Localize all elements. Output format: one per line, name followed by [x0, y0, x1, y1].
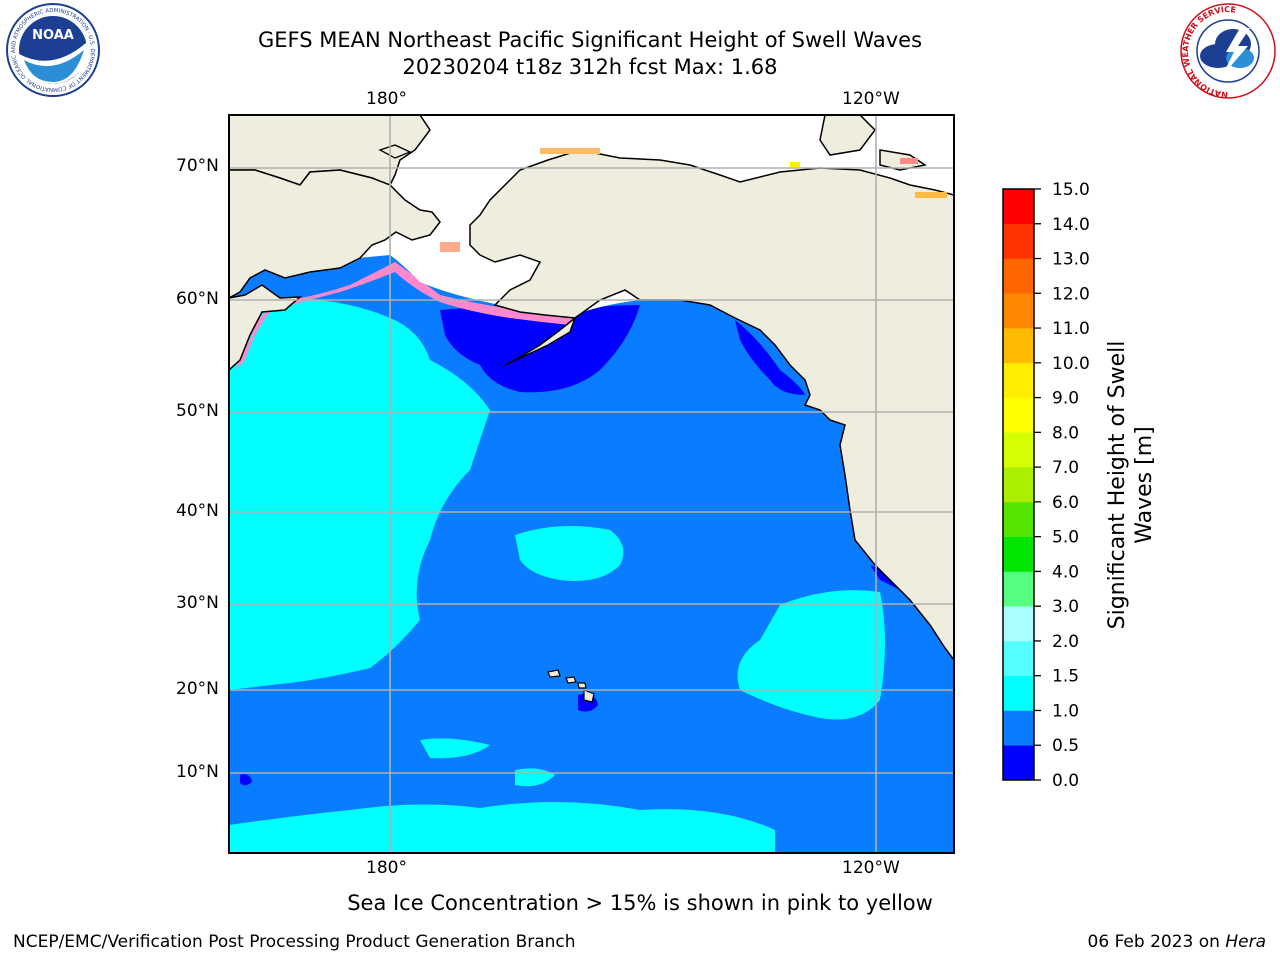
lat-label-70n: 70°N [176, 156, 219, 176]
colorbar-bin [1003, 467, 1034, 503]
swell-region-west [229, 300, 490, 690]
colorbar-tick-label: 8.0 [1052, 423, 1079, 443]
lon-label-top-120w: 120°W [842, 89, 900, 109]
land-chukotka [229, 169, 441, 299]
colorbar-bin [1003, 536, 1034, 572]
colorbar-bin [1003, 362, 1034, 398]
colorbar-tick-label: 9.0 [1052, 389, 1079, 409]
footer-credit: NCEP/EMC/Verification Post Processing Pr… [13, 932, 576, 952]
colorbar-bin [1003, 293, 1034, 329]
title-line-1: GEFS MEAN Northeast Pacific Significant … [257, 28, 923, 52]
colorbar-tick-label: 3.0 [1052, 597, 1079, 617]
land-kamchatka [229, 284, 303, 372]
colorbar-bin [1003, 571, 1034, 607]
colorbar-bin [1003, 745, 1034, 781]
nws-logo: NATIONAL WEATHER SERVICE [1180, 3, 1276, 99]
land-hawaii [547, 669, 561, 678]
colorbar-tick-label: 0.0 [1052, 771, 1079, 791]
colorbar-bin [1003, 675, 1034, 711]
colorbar-tick-label: 1.5 [1052, 667, 1079, 687]
colorbar-bin [1003, 606, 1034, 642]
lon-label-top-180: 180° [366, 89, 407, 109]
colorbar-bin [1003, 258, 1034, 294]
colorbar-bin [1003, 223, 1034, 259]
colorbar-tick-label: 2.0 [1052, 632, 1079, 652]
colorbar-bin [1003, 501, 1034, 537]
colorbar-tick-label: 12.0 [1052, 284, 1090, 304]
swell-region-east [737, 590, 885, 720]
colorbar [1003, 189, 1034, 781]
lat-label-20n: 20°N [176, 679, 219, 699]
sea-ice-fringe [235, 262, 575, 370]
lat-label-60n: 60°N [176, 289, 219, 309]
colorbar-bin [1003, 189, 1034, 225]
colorbar-tick-label: 11.0 [1052, 319, 1090, 339]
colorbar-tick-label: 4.0 [1052, 562, 1079, 582]
lat-label-40n: 40°N [176, 501, 219, 521]
lat-label-50n: 50°N [176, 401, 219, 421]
colorbar-bin [1003, 328, 1034, 364]
colorbar-bin [1003, 710, 1034, 746]
footer-machine: Hera [1225, 932, 1266, 952]
colorbar-tick-label: 5.0 [1052, 528, 1079, 548]
graticule [229, 115, 954, 853]
colorbar-bin [1003, 640, 1034, 677]
noaa-logo-text: NOAA [32, 28, 74, 43]
colorbar-frame [1002, 188, 1035, 781]
swell-region-south [229, 801, 775, 853]
map-frame [228, 114, 955, 854]
swell-region-central [515, 526, 624, 581]
lat-label-30n: 30°N [176, 593, 219, 613]
footer-date: 06 Feb 2023 on Hera [1087, 932, 1266, 952]
lon-label-bottom-120w: 120°W [842, 858, 900, 878]
noaa-logo: NOAA NATIONAL OCEANIC AND ATMOSPHERIC AD… [2, 2, 100, 97]
colorbar-tick-label: 10.0 [1052, 354, 1090, 374]
colorbar-label-line-1: Significant Height of Swell [1105, 341, 1130, 630]
land-alaska-north-america [455, 115, 954, 662]
colorbar-label-line-2: Waves [m] [1132, 426, 1157, 543]
lon-label-bottom-180: 180° [366, 858, 407, 878]
colorbar-tick-label: 15.0 [1052, 180, 1090, 200]
colorbar-tick-label: 13.0 [1052, 250, 1090, 270]
sea-ice-note: Sea Ice Concentration > 15% is shown in … [347, 891, 933, 915]
lat-label-10n: 10°N [176, 762, 219, 782]
colorbar-bin [1003, 432, 1034, 468]
title-line-2: 20230204 t18z 312h fcst Max: 1.68 [402, 55, 778, 79]
colorbar-tick-label: 0.5 [1052, 736, 1079, 756]
colorbar-bin [1003, 397, 1034, 433]
colorbar-tick-label: 6.0 [1052, 493, 1079, 513]
colorbar-ticks: 15.0 14.0 13.0 12.0 11.0 10.0 9.0 8.0 7.0 6.0 5.0 4… [1034, 180, 1090, 791]
colorbar-tick-label: 14.0 [1052, 215, 1090, 235]
colorbar-tick-label: 1.0 [1052, 701, 1079, 721]
colorbar-tick-label: 7.0 [1052, 458, 1079, 478]
